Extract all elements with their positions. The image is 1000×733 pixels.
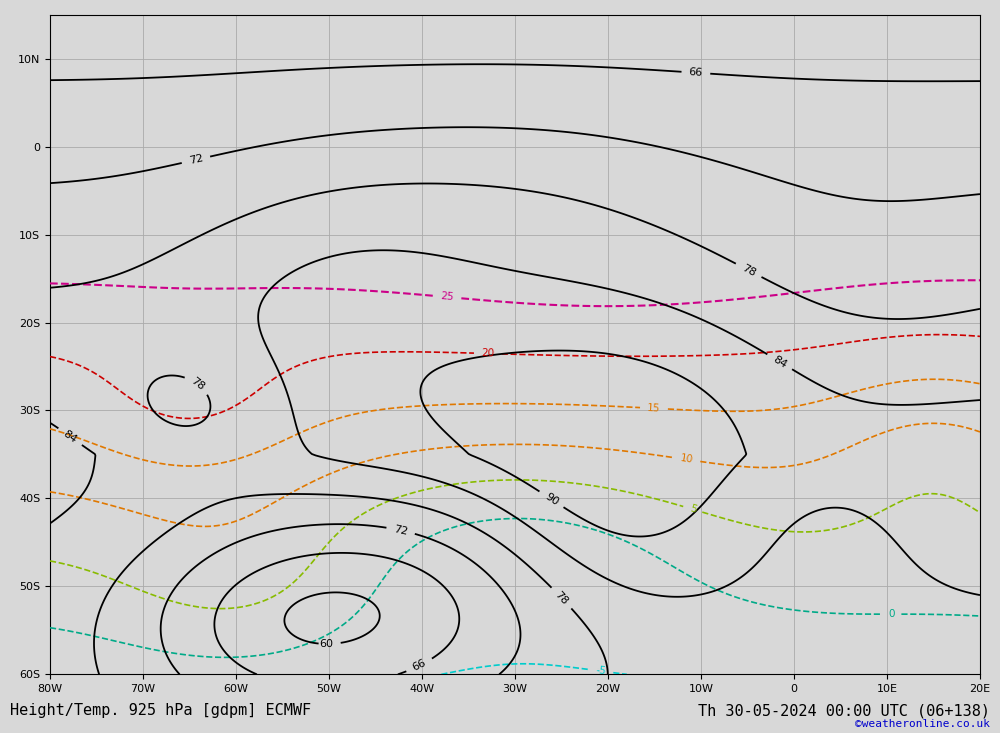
Text: 78: 78 bbox=[189, 376, 206, 393]
Text: 60: 60 bbox=[319, 639, 333, 649]
Text: 66: 66 bbox=[411, 658, 428, 673]
Text: 0: 0 bbox=[888, 609, 895, 619]
Text: 90: 90 bbox=[543, 491, 560, 507]
Text: 84: 84 bbox=[61, 428, 79, 445]
Text: 20: 20 bbox=[481, 348, 495, 358]
Text: 72: 72 bbox=[188, 153, 204, 166]
Text: 84: 84 bbox=[771, 354, 788, 369]
Text: 10: 10 bbox=[679, 454, 694, 465]
Text: -5: -5 bbox=[595, 666, 607, 677]
Text: 78: 78 bbox=[740, 262, 757, 278]
Text: 72: 72 bbox=[393, 524, 409, 537]
Text: 78: 78 bbox=[553, 589, 570, 607]
Text: ©weatheronline.co.uk: ©weatheronline.co.uk bbox=[855, 719, 990, 729]
Text: 66: 66 bbox=[689, 67, 703, 78]
Text: 5: 5 bbox=[688, 504, 697, 515]
Text: Height/Temp. 925 hPa [gdpm] ECMWF: Height/Temp. 925 hPa [gdpm] ECMWF bbox=[10, 704, 311, 718]
Text: Th 30-05-2024 00:00 UTC (06+138): Th 30-05-2024 00:00 UTC (06+138) bbox=[698, 704, 990, 718]
Text: 25: 25 bbox=[440, 292, 455, 303]
Text: 15: 15 bbox=[647, 403, 661, 413]
